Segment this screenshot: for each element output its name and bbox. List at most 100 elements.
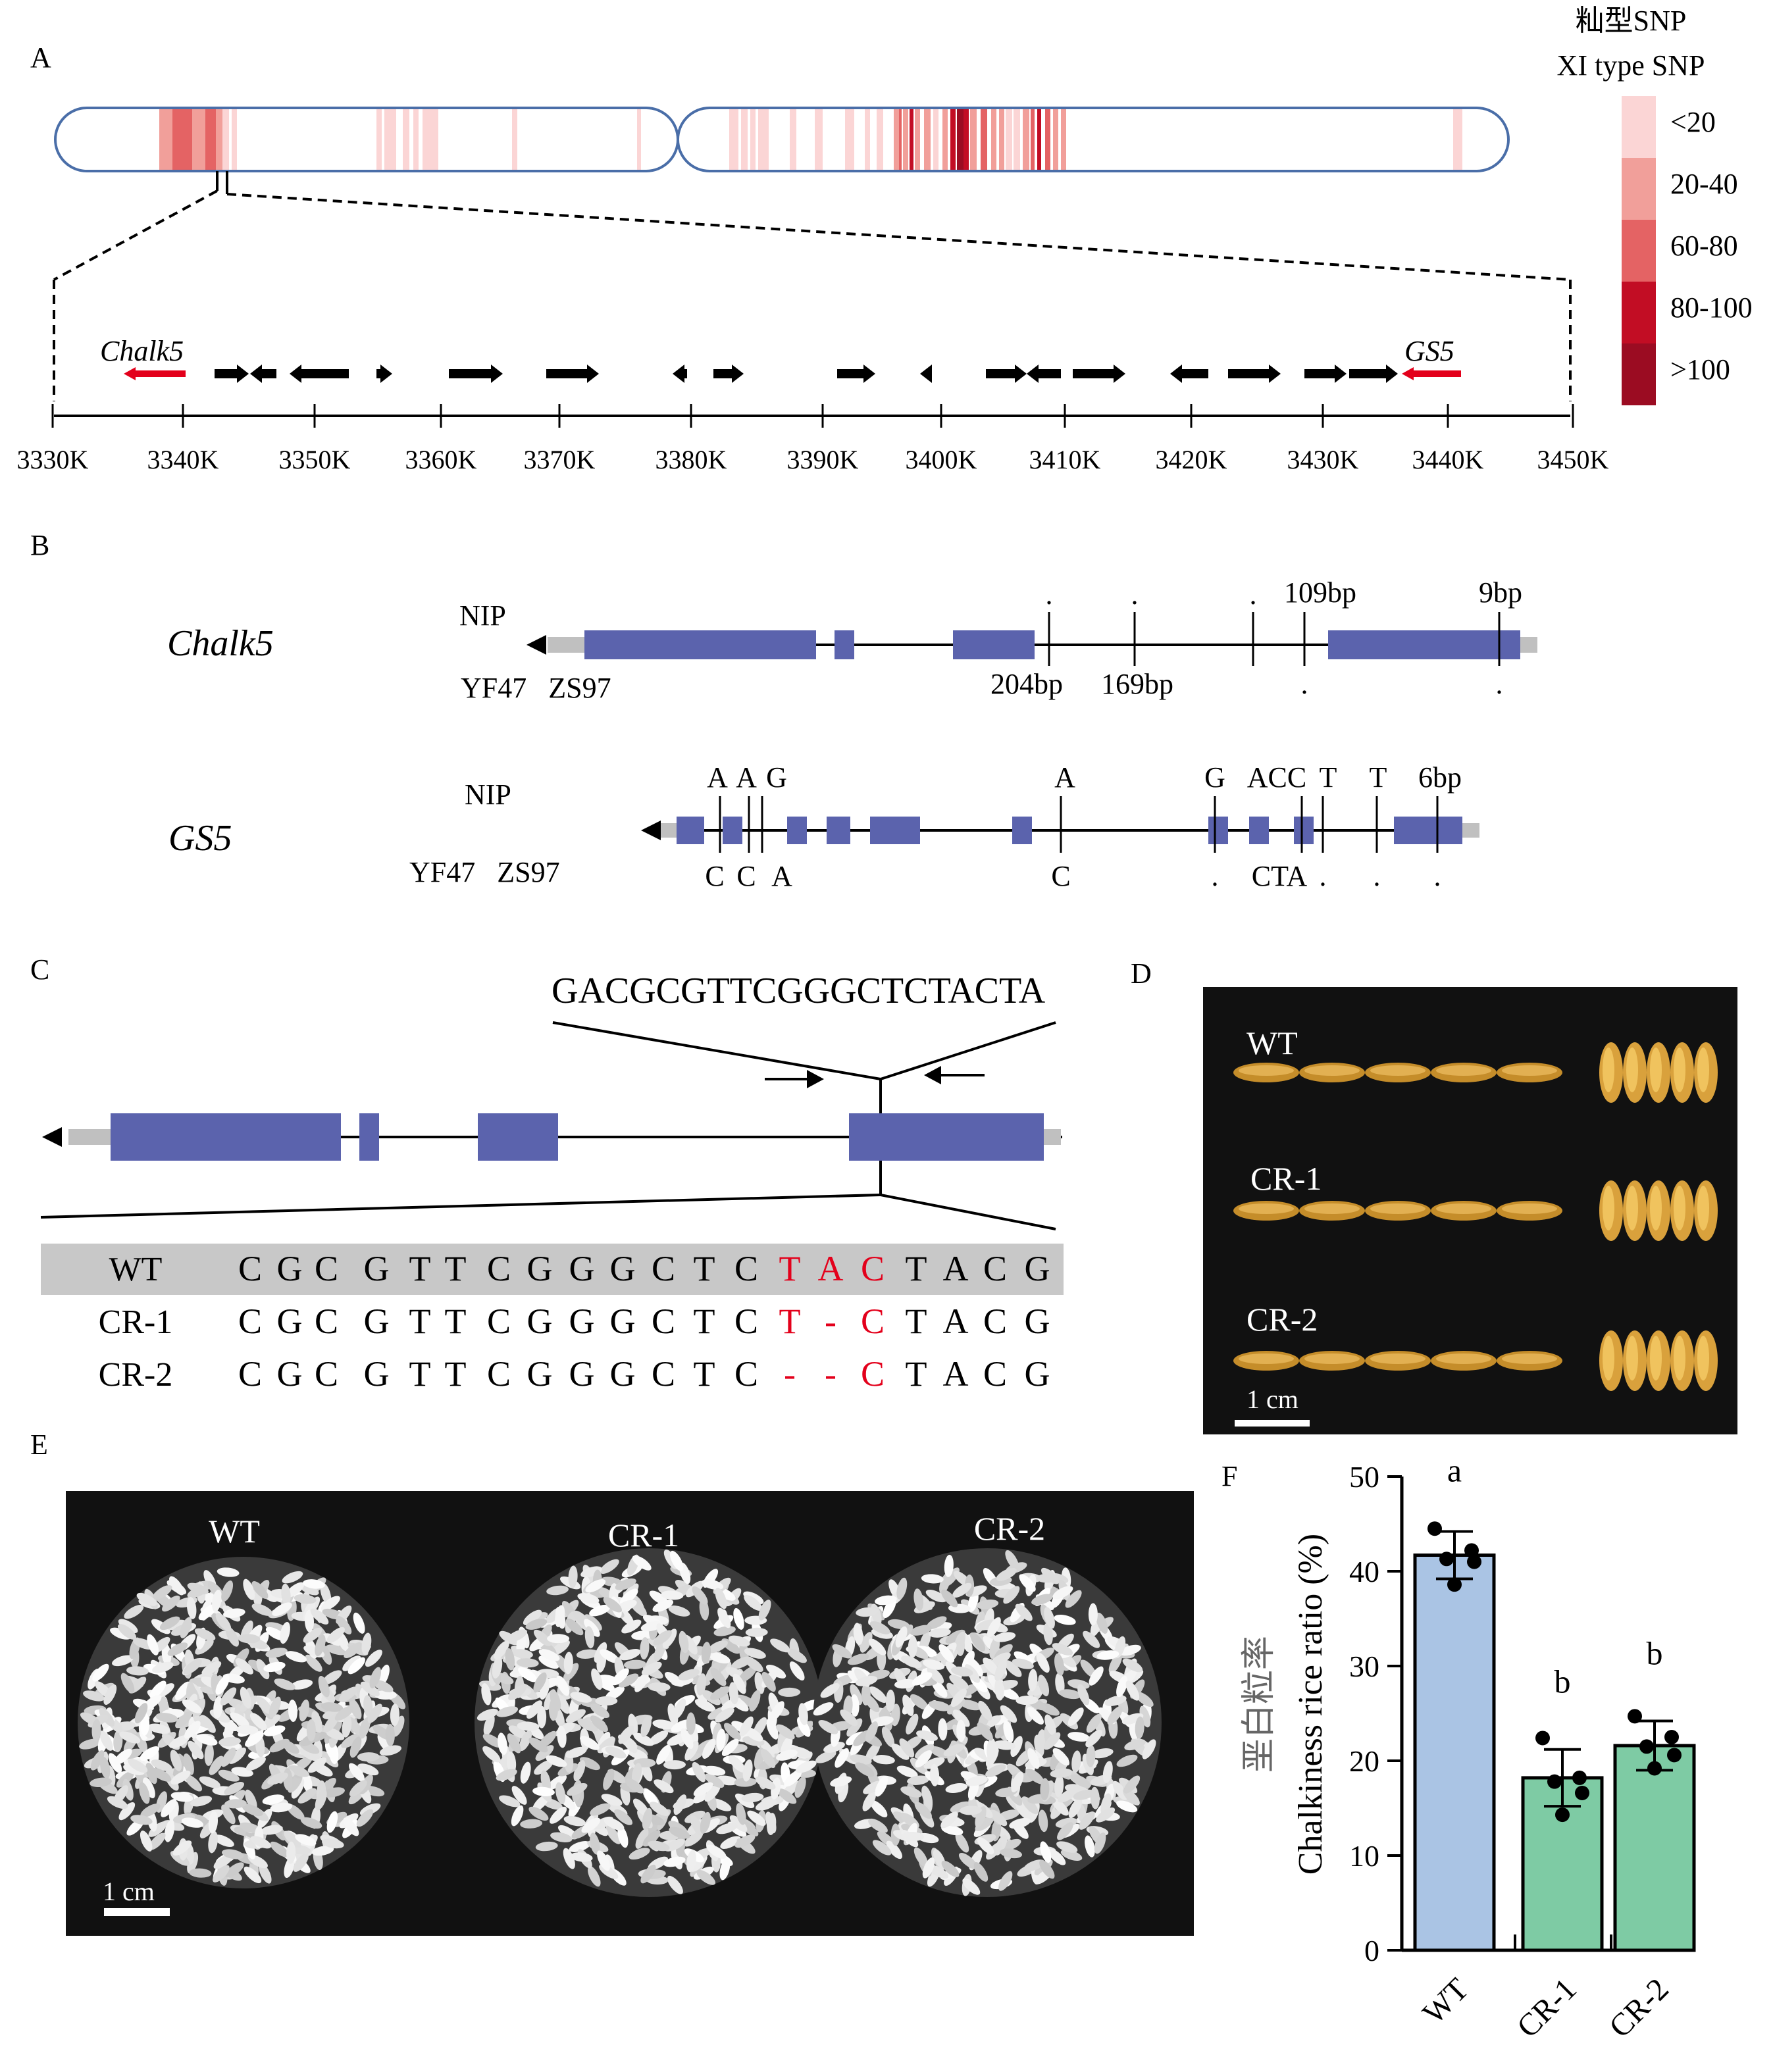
rice-grain bbox=[679, 1630, 689, 1654]
y-tick-label: 20 bbox=[1349, 1744, 1379, 1778]
chalk5-bottom-variant-2: 169bp bbox=[1101, 668, 1173, 700]
rice-grain bbox=[140, 1831, 153, 1852]
significance-letter: a bbox=[1447, 1452, 1462, 1489]
rice-grain bbox=[1096, 1807, 1116, 1823]
rice-grain bbox=[742, 1759, 753, 1782]
rice-grain bbox=[183, 1753, 194, 1775]
chalk5-structure: Chalk5 NIP YF47 ZS97 . . . 109bp 9bp 204… bbox=[167, 576, 1537, 704]
gs5-top-variant-2: A bbox=[736, 761, 757, 794]
rice-grain bbox=[976, 1599, 999, 1609]
rice-grain bbox=[692, 1586, 708, 1605]
rice-grain bbox=[570, 1852, 593, 1862]
rice-grain bbox=[546, 1585, 569, 1596]
rice-grain bbox=[374, 1690, 397, 1700]
rice-grain bbox=[700, 1811, 711, 1834]
gs5-variant-lines bbox=[719, 796, 1439, 853]
rice-grain bbox=[326, 1627, 345, 1644]
rice-grain bbox=[732, 1673, 746, 1694]
nucleotide: C bbox=[487, 1354, 511, 1394]
rice-grain bbox=[175, 1711, 193, 1729]
rice-grain bbox=[1052, 1586, 1073, 1600]
rice-grain bbox=[921, 1785, 933, 1807]
rice-grain bbox=[563, 1663, 579, 1682]
rice-grain bbox=[604, 1817, 625, 1831]
rice-grain bbox=[201, 1661, 222, 1676]
rice-grain bbox=[960, 1806, 982, 1815]
rice-grain bbox=[215, 1675, 230, 1695]
rice-grain bbox=[623, 1659, 646, 1669]
rice-grain bbox=[270, 1802, 293, 1813]
rice-grain bbox=[517, 1721, 540, 1731]
rice-grain bbox=[684, 1740, 699, 1761]
rice-grain bbox=[213, 1865, 230, 1882]
rice-grain bbox=[288, 1765, 309, 1777]
y-tick-label: 40 bbox=[1349, 1555, 1379, 1588]
rice-grain bbox=[310, 1608, 329, 1625]
rice-grain bbox=[1037, 1729, 1046, 1752]
legend-swatches: <20 20-40 60-80 80-100 >100 bbox=[1622, 96, 1753, 405]
rice-grain bbox=[535, 1745, 554, 1761]
rice-grain bbox=[1010, 1736, 1023, 1757]
rice-grain bbox=[923, 1757, 945, 1769]
rice-grain bbox=[1112, 1781, 1128, 1801]
rice-grain bbox=[710, 1667, 727, 1686]
rice-grain bbox=[569, 1841, 591, 1852]
rice-grain bbox=[550, 1806, 567, 1824]
gene-arrow bbox=[713, 365, 744, 383]
rice-grain bbox=[114, 1748, 132, 1765]
rice-grain bbox=[580, 1566, 602, 1578]
photo-d-label-wt: WT bbox=[1246, 1024, 1298, 1061]
snp-band bbox=[159, 109, 172, 170]
rice-grain bbox=[1043, 1732, 1061, 1750]
rice-grain bbox=[670, 1550, 684, 1571]
rice-grain bbox=[147, 1634, 159, 1655]
wt-highlight-row bbox=[41, 1244, 1064, 1295]
rice-grain bbox=[1077, 1684, 1090, 1706]
rice-grain bbox=[990, 1652, 1011, 1666]
rice-grain bbox=[103, 1684, 117, 1705]
gs5-exon-4 bbox=[827, 817, 850, 844]
data-point bbox=[1464, 1543, 1479, 1558]
y-tick-label: 30 bbox=[1349, 1650, 1379, 1683]
rice-grain bbox=[734, 1834, 756, 1848]
rice-grain bbox=[944, 1554, 954, 1577]
rice-grain bbox=[590, 1704, 610, 1718]
chalk5-top-variant-4: 109bp bbox=[1284, 576, 1356, 609]
grain-side-highlight bbox=[1502, 1203, 1557, 1214]
gs5-ref-others: YF47 ZS97 bbox=[409, 856, 560, 888]
rice-grain bbox=[112, 1655, 134, 1667]
nucleotide: C bbox=[487, 1249, 511, 1288]
rice-grain bbox=[728, 1635, 750, 1647]
rice-grain bbox=[956, 1719, 966, 1742]
rice-grain bbox=[591, 1668, 603, 1690]
rice-grain bbox=[832, 1644, 852, 1659]
rice-grain bbox=[629, 1848, 650, 1860]
rice-grain bbox=[617, 1826, 629, 1848]
rice-grain bbox=[1044, 1607, 1055, 1629]
rice-grain bbox=[738, 1666, 757, 1682]
rice-grain bbox=[1055, 1673, 1065, 1696]
gene-arrow bbox=[546, 365, 599, 383]
rice-grain bbox=[1003, 1721, 1014, 1743]
rice-grain bbox=[224, 1782, 245, 1796]
rice-grain bbox=[357, 1752, 380, 1762]
nucleotide: C bbox=[652, 1249, 675, 1288]
data-point bbox=[1547, 1774, 1562, 1789]
rice-grain bbox=[872, 1840, 892, 1856]
rice-grain bbox=[590, 1715, 608, 1732]
rice-grain bbox=[590, 1803, 611, 1816]
rice-grain bbox=[702, 1579, 724, 1590]
rice-grain bbox=[860, 1632, 873, 1653]
rice-grain bbox=[914, 1802, 932, 1819]
rice-grain bbox=[294, 1594, 317, 1604]
rice-grain bbox=[856, 1607, 879, 1617]
rice-grain bbox=[669, 1827, 690, 1839]
rice-grain bbox=[1080, 1659, 1096, 1678]
gene-label-gs5: GS5 bbox=[1404, 335, 1454, 367]
rice-grain bbox=[1052, 1798, 1069, 1816]
rice-grain bbox=[215, 1613, 232, 1632]
rice-grain bbox=[272, 1602, 292, 1616]
rice-grain bbox=[170, 1750, 182, 1771]
rice-grain bbox=[195, 1734, 218, 1746]
